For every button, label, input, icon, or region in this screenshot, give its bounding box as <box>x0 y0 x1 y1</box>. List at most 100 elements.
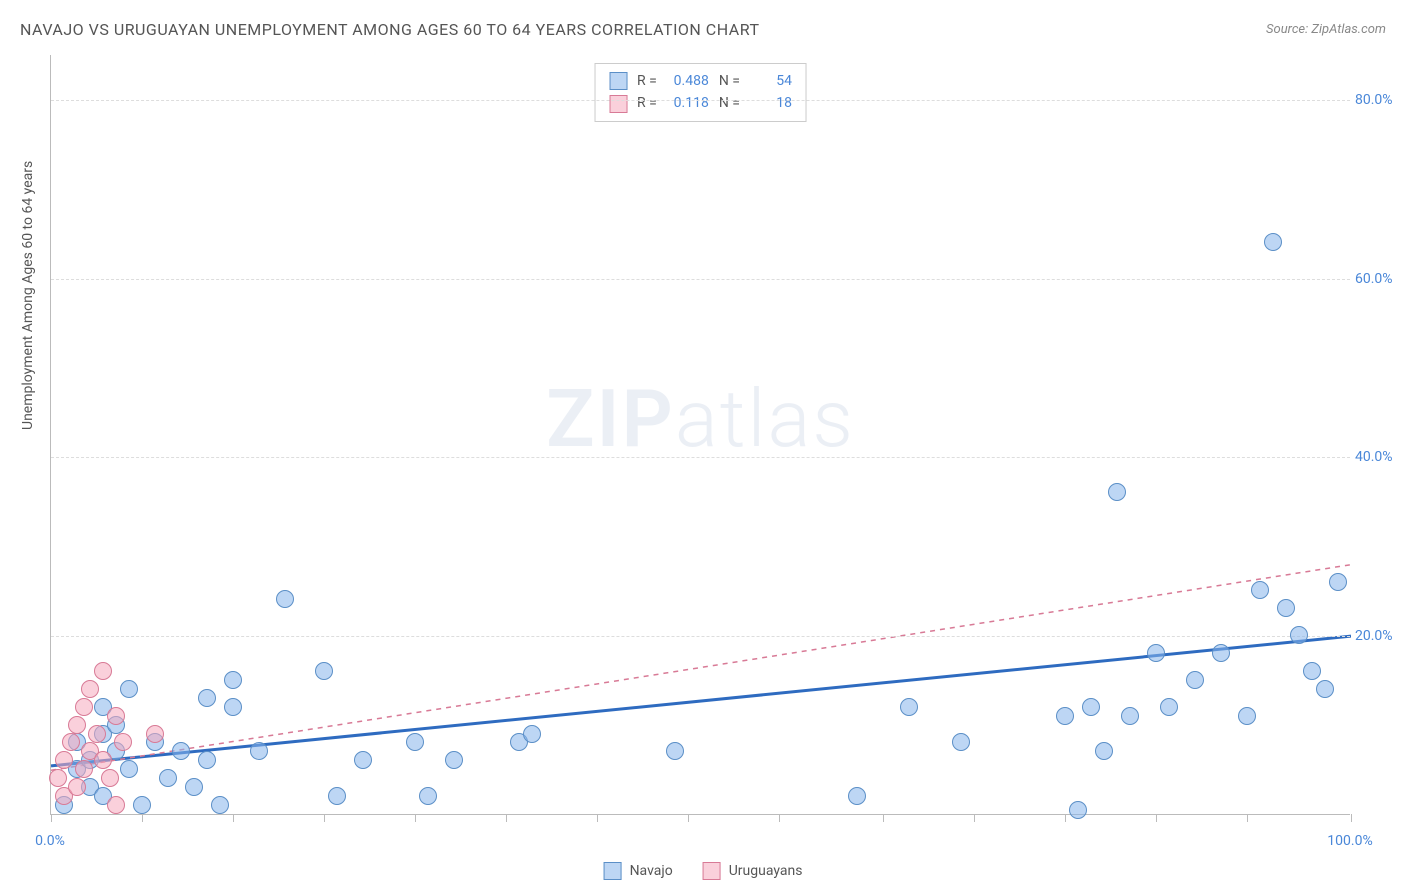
x-tick <box>1351 814 1352 822</box>
scatter-point <box>1277 599 1295 617</box>
legend-swatch-navajo <box>604 862 622 880</box>
y-tick-label: 80.0% <box>1355 92 1406 108</box>
watermark-light: atlas <box>675 372 855 466</box>
y-tick-label: 40.0% <box>1355 449 1406 465</box>
y-tick-label: 20.0% <box>1355 628 1406 644</box>
scatter-point <box>120 680 138 698</box>
x-tick <box>1247 814 1248 822</box>
stats-row-navajo: R = 0.488 N = 54 <box>609 70 792 92</box>
title-bar: NAVAJO VS URUGUAYAN UNEMPLOYMENT AMONG A… <box>20 20 1386 39</box>
legend-label-uruguayans: Uruguayans <box>729 863 803 879</box>
scatter-point <box>88 725 106 743</box>
scatter-point <box>49 769 67 787</box>
x-tick <box>1156 814 1157 822</box>
scatter-point <box>952 733 970 751</box>
watermark: ZIPatlas <box>546 372 855 466</box>
scatter-point <box>75 698 93 716</box>
gridline <box>51 100 1350 101</box>
scatter-point <box>1238 707 1256 725</box>
scatter-point <box>101 769 119 787</box>
r-value-navajo: 0.488 <box>667 70 709 92</box>
scatter-point <box>1108 483 1126 501</box>
x-axis-label: 100.0% <box>1327 833 1372 849</box>
scatter-point <box>146 725 164 743</box>
scatter-point <box>1095 742 1113 760</box>
x-tick <box>883 814 884 822</box>
scatter-point <box>1290 626 1308 644</box>
scatter-point <box>1056 707 1074 725</box>
scatter-point <box>1121 707 1139 725</box>
scatter-point <box>315 662 333 680</box>
scatter-point <box>1329 573 1347 591</box>
n-value-uruguayans: 18 <box>750 92 792 114</box>
scatter-point <box>1082 698 1100 716</box>
scatter-point <box>523 725 541 743</box>
scatter-point <box>848 787 866 805</box>
scatter-point <box>666 742 684 760</box>
scatter-point <box>419 787 437 805</box>
x-tick <box>233 814 234 822</box>
scatter-point <box>94 751 112 769</box>
gridline <box>51 279 1350 280</box>
r-label: R = <box>637 92 657 114</box>
scatter-point <box>1251 581 1269 599</box>
scatter-point <box>250 742 268 760</box>
scatter-point <box>1303 662 1321 680</box>
y-tick-label: 60.0% <box>1355 271 1406 287</box>
scatter-point <box>62 733 80 751</box>
gridline <box>51 457 1350 458</box>
chart-title: NAVAJO VS URUGUAYAN UNEMPLOYMENT AMONG A… <box>20 20 760 39</box>
scatter-point <box>107 707 125 725</box>
x-tick <box>51 814 52 822</box>
scatter-point <box>1212 644 1230 662</box>
r-label: R = <box>637 70 657 92</box>
x-tick <box>324 814 325 822</box>
scatter-point <box>224 698 242 716</box>
x-tick <box>974 814 975 822</box>
scatter-point <box>211 796 229 814</box>
n-label: N = <box>719 70 740 92</box>
n-value-navajo: 54 <box>750 70 792 92</box>
x-tick <box>1065 814 1066 822</box>
scatter-point <box>328 787 346 805</box>
legend-label-navajo: Navajo <box>630 863 673 879</box>
scatter-point <box>94 662 112 680</box>
x-axis-label: 0.0% <box>35 833 65 849</box>
source-attribution: Source: ZipAtlas.com <box>1266 22 1386 37</box>
scatter-point <box>120 760 138 778</box>
scatter-point <box>114 733 132 751</box>
scatter-point <box>1160 698 1178 716</box>
x-tick <box>415 814 416 822</box>
scatter-point <box>445 751 463 769</box>
x-tick <box>597 814 598 822</box>
scatter-point <box>68 716 86 734</box>
scatter-point <box>1186 671 1204 689</box>
x-tick <box>142 814 143 822</box>
trend-lines <box>51 55 1351 815</box>
legend-swatch-uruguayans <box>703 862 721 880</box>
x-tick <box>779 814 780 822</box>
legend-item-navajo: Navajo <box>604 862 673 880</box>
x-tick <box>688 814 689 822</box>
watermark-bold: ZIP <box>546 372 675 466</box>
scatter-point <box>133 796 151 814</box>
scatter-point <box>55 751 73 769</box>
scatter-point <box>81 680 99 698</box>
scatter-plot-area: ZIPatlas R = 0.488 N = 54 R = 0.118 N = … <box>50 55 1350 815</box>
scatter-point <box>159 769 177 787</box>
gridline <box>51 636 1350 637</box>
stats-row-uruguayans: R = 0.118 N = 18 <box>609 92 792 114</box>
scatter-point <box>406 733 424 751</box>
scatter-point <box>1264 233 1282 251</box>
swatch-navajo <box>609 72 627 90</box>
scatter-point <box>198 689 216 707</box>
scatter-point <box>107 796 125 814</box>
scatter-point <box>1069 801 1087 819</box>
scatter-point <box>276 590 294 608</box>
scatter-point <box>354 751 372 769</box>
scatter-point <box>185 778 203 796</box>
scatter-point <box>224 671 242 689</box>
swatch-uruguayans <box>609 95 627 113</box>
scatter-point <box>1316 680 1334 698</box>
y-axis-title: Unemployment Among Ages 60 to 64 years <box>20 161 36 430</box>
